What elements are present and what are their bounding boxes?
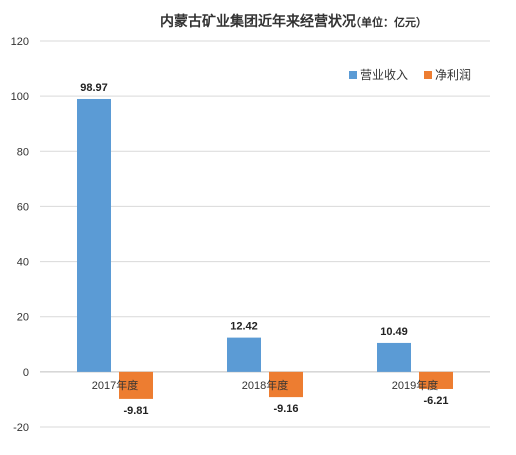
bar-revenue <box>77 98 111 372</box>
chart-title: 内蒙古矿业集团近年来经营状况 <box>160 13 356 29</box>
legend-label-profit: 净利润 <box>435 68 471 82</box>
gridlines <box>40 40 490 428</box>
bar-revenue <box>377 342 411 372</box>
legend: 营业收入 净利润 <box>349 68 471 82</box>
legend-swatch-revenue <box>349 71 357 79</box>
data-label-revenue: 98.97 <box>80 82 108 94</box>
chart-unit-label: （单位：亿元） <box>350 15 427 29</box>
data-label-revenue: 12.42 <box>230 321 258 333</box>
data-label-profit: -6.21 <box>423 395 448 407</box>
bar-profit <box>419 371 453 389</box>
legend-swatch-profit <box>424 71 432 79</box>
data-label-profit: -9.16 <box>273 403 298 415</box>
y-tick-label: 60 <box>17 201 29 213</box>
y-tick-label: 100 <box>11 91 29 103</box>
x-category-label: 2019年度 <box>392 378 438 392</box>
y-tick-label: 0 <box>23 367 29 379</box>
bars <box>77 98 453 399</box>
y-tick-label: 40 <box>17 257 29 269</box>
x-category-label: 2017年度 <box>92 378 138 392</box>
y-tick-label: -20 <box>13 422 29 434</box>
data-label-revenue: 10.49 <box>380 326 408 338</box>
category-labels: 2017年度 2018年度 2019年度 <box>92 378 438 392</box>
data-labels: 98.97 -9.81 12.42 -9.16 10.49 -6.21 <box>80 82 448 417</box>
bar-revenue <box>227 337 261 372</box>
y-tick-label: 120 <box>11 36 29 48</box>
x-category-label: 2018年度 <box>242 378 288 392</box>
y-tick-label: 80 <box>17 146 29 158</box>
legend-label-revenue: 营业收入 <box>360 68 408 82</box>
data-label-profit: -9.81 <box>123 405 148 417</box>
bar-profit <box>269 371 303 398</box>
y-axis-ticks: -20 0 20 40 60 80 100 120 <box>11 36 29 434</box>
y-tick-label: 20 <box>17 312 29 324</box>
bar-profit <box>119 371 153 399</box>
